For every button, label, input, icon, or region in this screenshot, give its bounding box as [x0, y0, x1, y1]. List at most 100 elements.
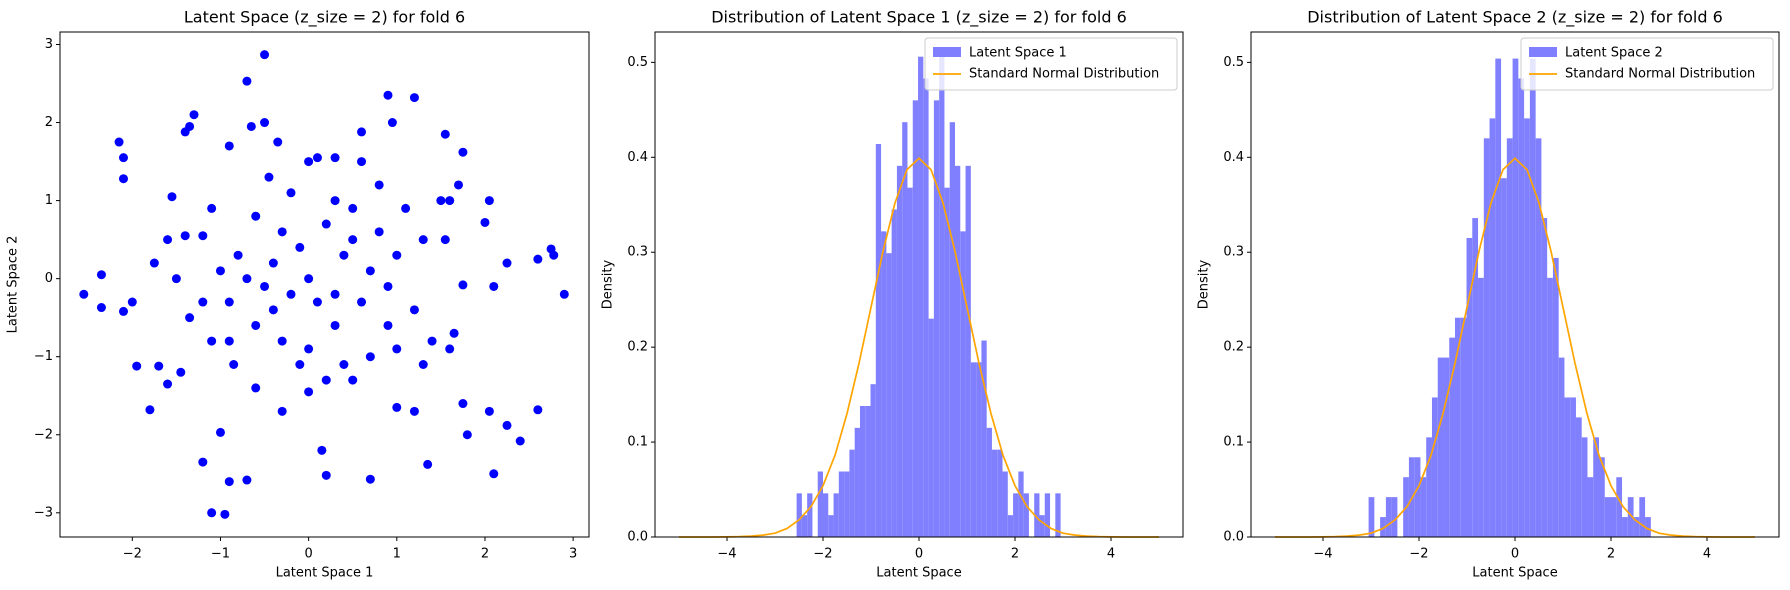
y-tick-label: 0.1 — [1223, 435, 1244, 450]
bar — [1645, 517, 1651, 537]
bar — [949, 122, 955, 537]
bar — [1506, 138, 1513, 537]
point — [268, 258, 278, 268]
point — [304, 274, 314, 284]
point — [242, 475, 252, 485]
point — [383, 90, 393, 100]
bar — [1039, 515, 1045, 537]
point — [436, 196, 446, 206]
bar — [997, 449, 1003, 537]
y-tick-label: −3 — [34, 505, 53, 520]
point — [207, 203, 217, 213]
point — [502, 420, 512, 430]
point — [365, 474, 375, 484]
bar — [907, 187, 913, 537]
point — [357, 297, 367, 307]
bar — [1385, 497, 1392, 537]
point — [224, 477, 234, 487]
bar — [1380, 517, 1386, 537]
point — [387, 118, 397, 128]
bar — [881, 231, 887, 537]
point — [440, 129, 450, 139]
axes-frame — [1250, 31, 1780, 538]
bar — [859, 406, 866, 537]
point — [233, 250, 243, 260]
bar — [933, 100, 940, 538]
point — [304, 344, 314, 354]
legend-box — [924, 37, 1178, 91]
bar — [1023, 493, 1029, 537]
legend-box — [1520, 37, 1774, 91]
point — [484, 406, 494, 416]
point — [357, 127, 367, 137]
bar — [965, 165, 971, 537]
bar — [1443, 357, 1450, 537]
point — [264, 172, 274, 182]
point — [321, 375, 331, 385]
bar — [1472, 218, 1479, 538]
y-tick-label: 0.2 — [627, 340, 648, 355]
point — [171, 274, 181, 284]
bar — [875, 144, 882, 537]
x-tick-label: 4 — [1107, 547, 1115, 562]
point — [163, 235, 173, 245]
bar — [981, 340, 987, 537]
bar — [1431, 397, 1438, 537]
point — [321, 470, 331, 480]
point — [418, 235, 428, 245]
y-tick-label: 0.1 — [627, 435, 648, 450]
point — [198, 231, 208, 241]
chart-title: Latent Space (z_size = 2) for fold 6 — [184, 8, 465, 28]
y-tick-label: 0.0 — [627, 530, 648, 545]
bar — [1529, 58, 1536, 537]
point — [392, 344, 402, 354]
y-axis-label: Density — [601, 259, 616, 309]
y-tick-label: 0.5 — [627, 55, 648, 70]
x-axis-label: Latent Space 1 — [276, 566, 374, 581]
point — [348, 375, 358, 385]
legend-label: Latent Space 2 — [1565, 46, 1663, 61]
point — [215, 427, 225, 437]
point — [348, 235, 358, 245]
point — [449, 328, 459, 338]
bar — [796, 493, 802, 537]
point — [330, 153, 340, 163]
x-tick-label: 0 — [1511, 547, 1519, 562]
point — [180, 231, 190, 241]
y-tick-label: 3 — [45, 37, 53, 52]
bar — [1633, 517, 1640, 537]
subplot: Latent Space (z_size = 2) for fold 6 Late… — [6, 8, 590, 581]
bar — [1524, 118, 1530, 537]
bar — [1055, 493, 1061, 537]
point — [330, 196, 340, 206]
point — [176, 367, 186, 377]
point — [96, 270, 106, 280]
bar — [801, 515, 808, 537]
x-tick-label: −1 — [211, 547, 230, 562]
bar — [976, 362, 982, 537]
bar — [854, 427, 860, 537]
bar — [1570, 397, 1576, 537]
point — [207, 508, 217, 518]
bar — [1616, 477, 1623, 537]
bar — [1512, 58, 1519, 537]
y-axis-label: Density — [1197, 259, 1212, 309]
x-tick-label: 4 — [1703, 547, 1711, 562]
point — [374, 180, 384, 190]
point — [533, 254, 543, 264]
point — [409, 93, 419, 103]
point — [339, 360, 349, 370]
bar — [828, 515, 834, 537]
y-tick-label: 0.0 — [1223, 530, 1244, 545]
legend: Latent Space 1 Standard Normal Distributi… — [924, 37, 1178, 91]
point — [427, 336, 437, 346]
y-axis-label: Latent Space 2 — [6, 236, 21, 334]
x-tick-label: −2 — [123, 547, 142, 562]
bar — [1489, 118, 1496, 537]
point — [401, 203, 411, 213]
point — [277, 406, 287, 416]
bar — [1599, 457, 1605, 537]
point — [286, 188, 296, 198]
bar — [912, 100, 919, 538]
bar — [1437, 357, 1444, 537]
